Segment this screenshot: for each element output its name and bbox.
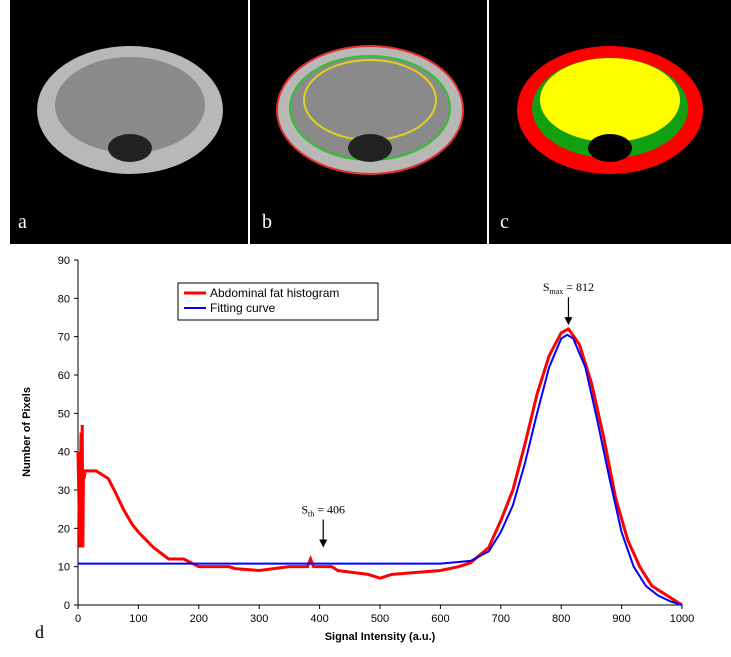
spine xyxy=(588,134,632,162)
figure: a b c d Signal Intensity (a.u.) Number o… xyxy=(0,0,731,652)
legend-label: Abdominal fat histogram xyxy=(210,286,339,300)
x-tick-label: 300 xyxy=(250,613,268,625)
y-tick-label: 30 xyxy=(58,485,70,497)
panel-label: a xyxy=(18,211,27,233)
annotation-sub: max xyxy=(550,287,564,296)
annotation-base: S xyxy=(543,280,550,294)
annotation: Smax = 812 xyxy=(543,280,594,296)
x-tick-label: 600 xyxy=(431,613,449,625)
x-tick-label: 100 xyxy=(129,613,147,625)
panel-label: b xyxy=(262,211,272,233)
y-tick-label: 0 xyxy=(64,600,70,612)
x-tick-label: 700 xyxy=(492,613,510,625)
mri-panels: a b c xyxy=(10,0,731,244)
y-axis-title: Number of Pixels xyxy=(21,387,33,477)
x-tick-label: 500 xyxy=(371,613,389,625)
y-tick-label: 20 xyxy=(58,523,70,535)
x-tick-label: 800 xyxy=(552,613,570,625)
annotation: Sth = 406 xyxy=(301,503,345,519)
panel-label: d xyxy=(35,622,44,642)
y-tick-label: 80 xyxy=(58,293,70,305)
y-tick-label: 40 xyxy=(58,447,70,459)
annotation-base: S xyxy=(301,503,308,517)
legend-label: Fitting curve xyxy=(210,301,276,315)
y-tick-label: 60 xyxy=(58,370,70,382)
x-tick-label: 200 xyxy=(190,613,208,625)
spine xyxy=(348,134,392,162)
series-line xyxy=(78,335,682,605)
x-tick-label: 0 xyxy=(75,613,81,625)
x-tick-label: 400 xyxy=(310,613,328,625)
arrow-head xyxy=(319,540,327,548)
y-tick-label: 70 xyxy=(58,332,70,344)
visceral-fat xyxy=(540,58,680,142)
annotation-rest: = 812 xyxy=(563,280,594,294)
y-tick-label: 90 xyxy=(58,255,70,267)
x-tick-label: 900 xyxy=(612,613,630,625)
spine xyxy=(108,134,152,162)
y-tick-label: 10 xyxy=(58,562,70,574)
x-tick-label: 1000 xyxy=(670,613,694,625)
arrow-head xyxy=(564,317,572,325)
panel-label: c xyxy=(500,211,509,233)
x-axis-title: Signal Intensity (a.u.) xyxy=(325,631,436,643)
y-tick-label: 50 xyxy=(58,408,70,420)
annotation-rest: = 406 xyxy=(314,503,345,517)
